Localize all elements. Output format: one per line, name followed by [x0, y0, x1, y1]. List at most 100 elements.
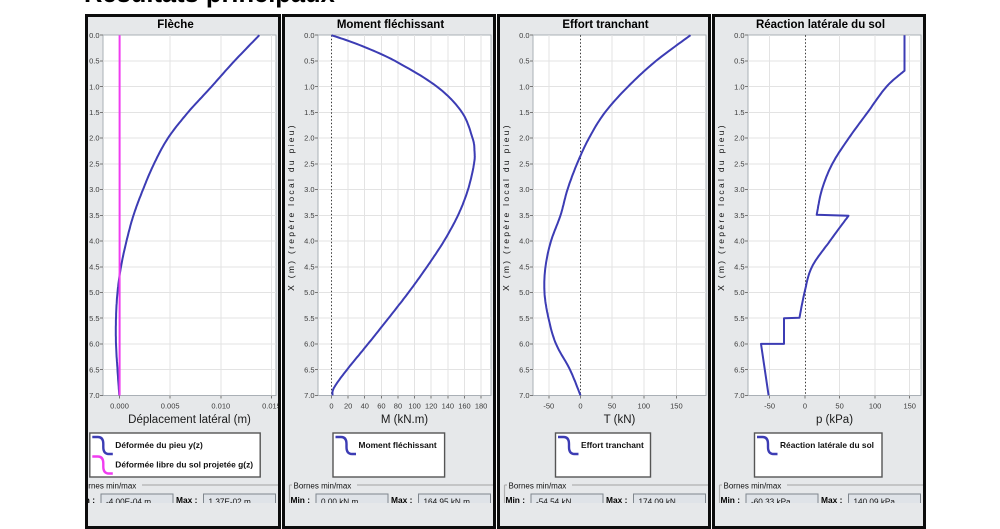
svg-text:140: 140	[442, 402, 455, 411]
svg-text:Bornes min/max: Bornes min/max	[724, 482, 782, 491]
svg-text:7.0: 7.0	[304, 391, 314, 400]
svg-text:0.005: 0.005	[161, 402, 180, 411]
svg-text:0.0: 0.0	[734, 31, 744, 40]
svg-text:1.5: 1.5	[304, 108, 314, 117]
svg-text:Max :: Max :	[391, 495, 412, 503]
svg-text:0.5: 0.5	[89, 57, 99, 66]
svg-text:5.0: 5.0	[519, 288, 529, 297]
svg-text:6.0: 6.0	[734, 340, 744, 349]
svg-text:100: 100	[408, 402, 421, 411]
svg-text:3.0: 3.0	[89, 185, 99, 194]
svg-text:174.09 kN: 174.09 kN	[639, 498, 676, 504]
svg-text:6.5: 6.5	[519, 365, 529, 374]
svg-text:160: 160	[458, 402, 471, 411]
svg-text:4.0: 4.0	[519, 237, 529, 246]
svg-text:T (kN): T (kN)	[604, 414, 636, 426]
svg-text:Effort tranchant: Effort tranchant	[562, 19, 648, 31]
svg-text:5.0: 5.0	[304, 288, 314, 297]
svg-text:1.37E-02 m: 1.37E-02 m	[209, 498, 252, 504]
svg-text:50: 50	[608, 402, 616, 411]
svg-text:6.5: 6.5	[734, 365, 744, 374]
svg-text:Flèche: Flèche	[157, 19, 193, 31]
svg-text:100: 100	[869, 402, 882, 411]
svg-text:4.0: 4.0	[89, 237, 99, 246]
svg-text:-50: -50	[764, 402, 775, 411]
svg-text:0.00 kN.m: 0.00 kN.m	[321, 498, 358, 504]
svg-text:2.0: 2.0	[519, 134, 529, 143]
svg-text:164.95 kN.m: 164.95 kN.m	[424, 498, 471, 504]
svg-text:Max :: Max :	[821, 495, 842, 503]
svg-text:1.5: 1.5	[519, 108, 529, 117]
svg-text:X (m) (repère local du pieu): X (m) (repère local du pieu)	[716, 123, 726, 291]
svg-text:4.5: 4.5	[304, 262, 314, 271]
svg-text:5.5: 5.5	[734, 314, 744, 323]
svg-text:Déplacement latéral (m): Déplacement latéral (m)	[128, 414, 251, 426]
svg-text:Min :: Min :	[85, 495, 95, 503]
svg-text:X (m) (repère local du pieu): X (m) (repère local du pieu)	[501, 123, 511, 291]
svg-text:2.5: 2.5	[304, 159, 314, 168]
svg-text:6.5: 6.5	[89, 365, 99, 374]
svg-text:0.015: 0.015	[262, 402, 281, 411]
svg-text:5.5: 5.5	[304, 314, 314, 323]
svg-text:Min :: Min :	[291, 495, 311, 503]
svg-text:50: 50	[835, 402, 843, 411]
svg-text:Déformée du pieu y(z): Déformée du pieu y(z)	[115, 440, 203, 450]
svg-text:0: 0	[803, 402, 807, 411]
svg-text:40: 40	[361, 402, 369, 411]
svg-text:Min :: Min :	[506, 495, 526, 503]
svg-text:0.010: 0.010	[211, 402, 230, 411]
svg-text:Effort tranchant: Effort tranchant	[581, 440, 644, 450]
svg-text:3.5: 3.5	[734, 211, 744, 220]
svg-text:1.0: 1.0	[89, 82, 99, 91]
svg-text:6.0: 6.0	[304, 340, 314, 349]
svg-text:1.5: 1.5	[734, 108, 744, 117]
svg-text:1.5: 1.5	[89, 108, 99, 117]
svg-text:0.5: 0.5	[304, 57, 314, 66]
svg-text:2.5: 2.5	[734, 159, 744, 168]
svg-text:Moment fléchissant: Moment fléchissant	[359, 440, 437, 450]
svg-text:3.5: 3.5	[304, 211, 314, 220]
svg-text:6.0: 6.0	[89, 340, 99, 349]
svg-text:3.5: 3.5	[519, 211, 529, 220]
svg-text:60: 60	[377, 402, 385, 411]
svg-text:1.0: 1.0	[734, 82, 744, 91]
svg-text:4.5: 4.5	[734, 262, 744, 271]
svg-text:p (kPa): p (kPa)	[816, 414, 853, 426]
svg-text:3.0: 3.0	[734, 185, 744, 194]
svg-text:4.0: 4.0	[734, 237, 744, 246]
svg-text:3.5: 3.5	[89, 211, 99, 220]
svg-text:0.0: 0.0	[519, 31, 529, 40]
svg-text:2.0: 2.0	[89, 134, 99, 143]
svg-text:Réaction latérale du sol: Réaction latérale du sol	[780, 440, 874, 450]
svg-text:100: 100	[638, 402, 651, 411]
svg-text:4.0: 4.0	[304, 237, 314, 246]
svg-text:Réaction latérale du sol: Réaction latérale du sol	[756, 19, 885, 31]
svg-text:5.5: 5.5	[519, 314, 529, 323]
svg-text:80: 80	[394, 402, 402, 411]
svg-text:7.0: 7.0	[734, 391, 744, 400]
svg-text:0: 0	[578, 402, 582, 411]
svg-text:1.0: 1.0	[304, 82, 314, 91]
svg-text:Moment fléchissant: Moment fléchissant	[337, 19, 445, 31]
svg-text:5.0: 5.0	[89, 288, 99, 297]
svg-text:150: 150	[670, 402, 683, 411]
svg-text:-60.33 kPa: -60.33 kPa	[751, 498, 791, 504]
svg-text:Max :: Max :	[176, 495, 197, 503]
svg-text:1.0: 1.0	[519, 82, 529, 91]
svg-text:4.5: 4.5	[89, 262, 99, 271]
svg-text:6.0: 6.0	[519, 340, 529, 349]
svg-text:0.000: 0.000	[110, 402, 129, 411]
svg-text:2.0: 2.0	[734, 134, 744, 143]
svg-text:Bornes min/max: Bornes min/max	[294, 482, 352, 491]
svg-text:0.0: 0.0	[304, 31, 314, 40]
svg-text:150: 150	[903, 402, 916, 411]
svg-text:5.5: 5.5	[89, 314, 99, 323]
svg-text:2.0: 2.0	[304, 134, 314, 143]
svg-text:2.5: 2.5	[89, 159, 99, 168]
svg-text:4.5: 4.5	[519, 262, 529, 271]
svg-text:180: 180	[475, 402, 488, 411]
svg-text:3.0: 3.0	[304, 185, 314, 194]
svg-text:7.0: 7.0	[89, 391, 99, 400]
svg-text:-4.00E-04 m: -4.00E-04 m	[106, 498, 151, 504]
svg-text:140.09 kPa: 140.09 kPa	[854, 498, 896, 504]
